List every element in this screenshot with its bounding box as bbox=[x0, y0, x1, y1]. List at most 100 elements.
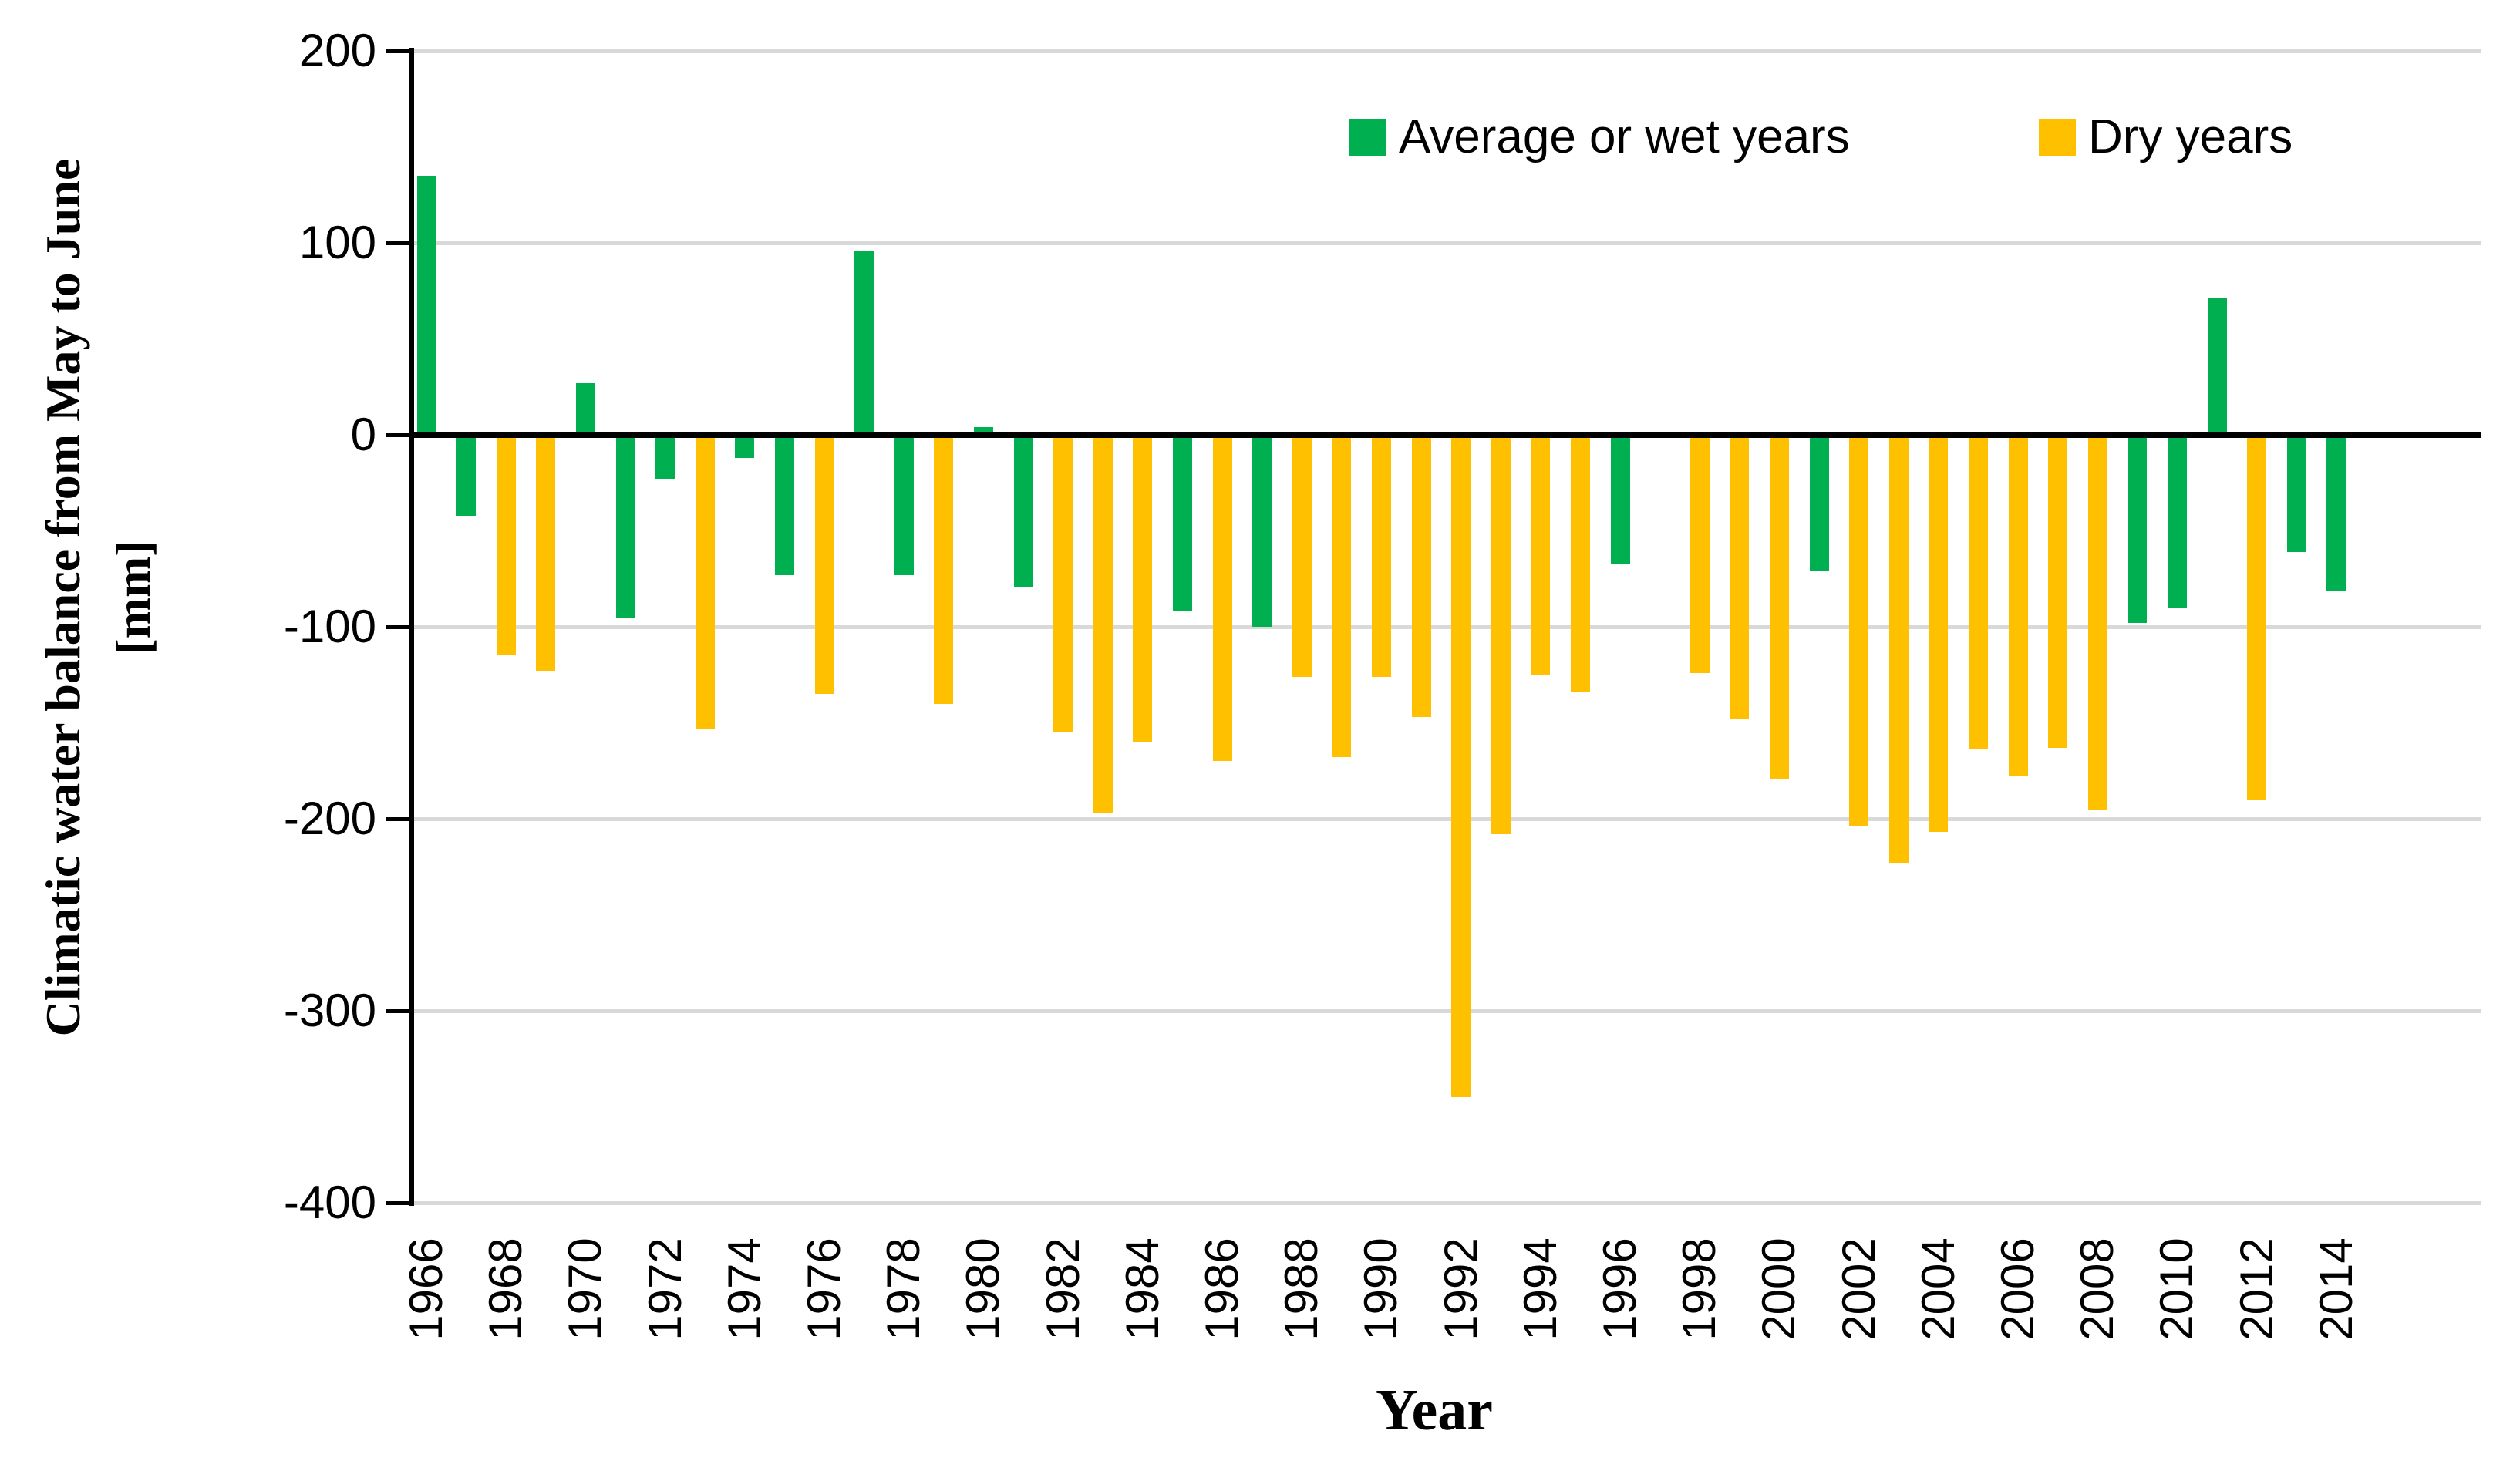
x-tick-label-1984: 1984 bbox=[1116, 1237, 1168, 1341]
x-tick-label-1976: 1976 bbox=[798, 1237, 850, 1341]
x-tick-label-2014: 2014 bbox=[2309, 1237, 2362, 1341]
bar-1966-wet bbox=[416, 175, 436, 435]
bar-2002-dry bbox=[1849, 435, 1869, 826]
gridline--100 bbox=[412, 625, 2481, 629]
bar-1989-dry bbox=[1332, 435, 1352, 758]
y-tick--100 bbox=[386, 625, 412, 629]
bar-1980-wet bbox=[973, 427, 993, 435]
bar-1967-wet bbox=[456, 435, 477, 516]
y-tick-label--200: -200 bbox=[283, 793, 376, 844]
x-tick-label-1980: 1980 bbox=[957, 1237, 1009, 1341]
bar-2008-dry bbox=[2087, 435, 2107, 810]
bar-1982-dry bbox=[1053, 435, 1073, 732]
bar-2012-dry bbox=[2247, 435, 2267, 800]
bar-1988-dry bbox=[1292, 435, 1312, 677]
y-tick-0 bbox=[386, 433, 412, 437]
x-tick-label-1992: 1992 bbox=[1434, 1237, 1487, 1341]
y-tick--200 bbox=[386, 817, 412, 821]
bar-1971-wet bbox=[615, 435, 635, 618]
x-tick-label-2012: 2012 bbox=[2230, 1237, 2282, 1341]
bar-1985-wet bbox=[1172, 435, 1192, 612]
x-tick-label-1978: 1978 bbox=[878, 1237, 930, 1341]
x-tick-label-1972: 1972 bbox=[638, 1237, 691, 1341]
bar-2007-dry bbox=[2048, 435, 2068, 748]
bar-2011-wet bbox=[2207, 298, 2227, 435]
bar-1976-dry bbox=[814, 435, 834, 695]
y-tick-label--300: -300 bbox=[283, 985, 376, 1036]
x-tick-label-1974: 1974 bbox=[718, 1237, 770, 1341]
bar-2003-dry bbox=[1888, 435, 1909, 863]
bar-1990-dry bbox=[1371, 435, 1391, 677]
bar-1979-dry bbox=[934, 435, 954, 704]
x-tick-label-2006: 2006 bbox=[1992, 1237, 2043, 1341]
bar-1974-wet bbox=[735, 435, 755, 458]
y-axis-line bbox=[409, 48, 414, 1206]
y-axis-title: Climatic water balance from May to June … bbox=[29, 19, 169, 1176]
x-axis-title: Year bbox=[1376, 1378, 1493, 1442]
x-tick-label-1990: 1990 bbox=[1355, 1237, 1407, 1341]
y-tick-label-100: 100 bbox=[298, 217, 376, 268]
bar-2005-dry bbox=[1968, 435, 1988, 750]
bar-1972-wet bbox=[655, 435, 675, 480]
x-tick-label-1996: 1996 bbox=[1594, 1237, 1646, 1341]
bar-1995-dry bbox=[1570, 435, 1590, 692]
gridline--400 bbox=[412, 1201, 2481, 1205]
bar-1992-dry bbox=[1451, 435, 1471, 1098]
x-tick-label-1968: 1968 bbox=[480, 1237, 532, 1341]
bar-2013-wet bbox=[2286, 435, 2306, 552]
x-tick-label-2002: 2002 bbox=[1832, 1237, 1885, 1341]
x-tick-label-2004: 2004 bbox=[1912, 1237, 1964, 1341]
bar-1987-wet bbox=[1252, 435, 1272, 627]
bar-1998-dry bbox=[1690, 435, 1710, 673]
x-tick-label-1986: 1986 bbox=[1196, 1237, 1248, 1341]
bar-1969-dry bbox=[536, 435, 556, 672]
legend-label-dry-years: Dry years bbox=[2088, 110, 2293, 163]
legend-swatch-dry-years bbox=[2039, 118, 2076, 156]
x-tick-label-1970: 1970 bbox=[559, 1237, 611, 1341]
x-tick-label-1966: 1966 bbox=[400, 1237, 452, 1341]
bar-1977-wet bbox=[854, 250, 874, 435]
gridline-200 bbox=[412, 49, 2481, 53]
y-axis-title-line1: Climatic water balance from May to June bbox=[35, 158, 91, 1037]
x-axis-zero-line bbox=[412, 432, 2481, 438]
y-tick-label--100: -100 bbox=[283, 601, 376, 652]
x-tick-label-2008: 2008 bbox=[2071, 1237, 2124, 1341]
y-tick--400 bbox=[386, 1201, 412, 1205]
bar-1983-dry bbox=[1093, 435, 1113, 813]
bar-1991-dry bbox=[1411, 435, 1431, 718]
bar-2009-wet bbox=[2128, 435, 2148, 624]
y-tick--300 bbox=[386, 1009, 412, 1013]
y-tick-100 bbox=[386, 241, 412, 245]
x-tick-label-1994: 1994 bbox=[1514, 1237, 1566, 1341]
legend-item-wet-years: Average or wet years bbox=[1349, 109, 1850, 164]
bar-1993-dry bbox=[1491, 435, 1511, 834]
gridline-100 bbox=[412, 241, 2481, 245]
bar-1986-dry bbox=[1212, 435, 1232, 762]
legend-swatch-wet-years bbox=[1349, 118, 1386, 156]
gridline--200 bbox=[412, 817, 2481, 821]
bar-2004-dry bbox=[1929, 435, 1949, 833]
x-tick-label-1998: 1998 bbox=[1673, 1237, 1726, 1341]
y-tick-label--400: -400 bbox=[283, 1177, 376, 1228]
bar-1973-dry bbox=[695, 435, 715, 729]
gridline--300 bbox=[412, 1009, 2481, 1013]
bar-2001-wet bbox=[1809, 435, 1829, 571]
bar-1984-dry bbox=[1133, 435, 1153, 742]
bar-1970-wet bbox=[575, 382, 595, 435]
y-tick-200 bbox=[386, 49, 412, 53]
bar-1978-wet bbox=[894, 435, 914, 575]
legend-item-dry-years: Dry years bbox=[2039, 109, 2293, 164]
y-axis-title-line2: [mm] bbox=[106, 540, 160, 655]
x-tick-label-1982: 1982 bbox=[1036, 1237, 1089, 1341]
x-tick-label-1988: 1988 bbox=[1275, 1237, 1328, 1341]
bar-1999-dry bbox=[1730, 435, 1750, 719]
bar-1968-dry bbox=[496, 435, 516, 656]
bar-1981-wet bbox=[1013, 435, 1033, 587]
bar-2006-dry bbox=[2008, 435, 2028, 777]
legend-label-wet-years: Average or wet years bbox=[1399, 110, 1850, 163]
bar-1975-wet bbox=[774, 435, 794, 575]
x-tick-label-2010: 2010 bbox=[2151, 1237, 2203, 1341]
bar-2010-wet bbox=[2167, 435, 2187, 608]
bar-1996-wet bbox=[1610, 435, 1630, 564]
